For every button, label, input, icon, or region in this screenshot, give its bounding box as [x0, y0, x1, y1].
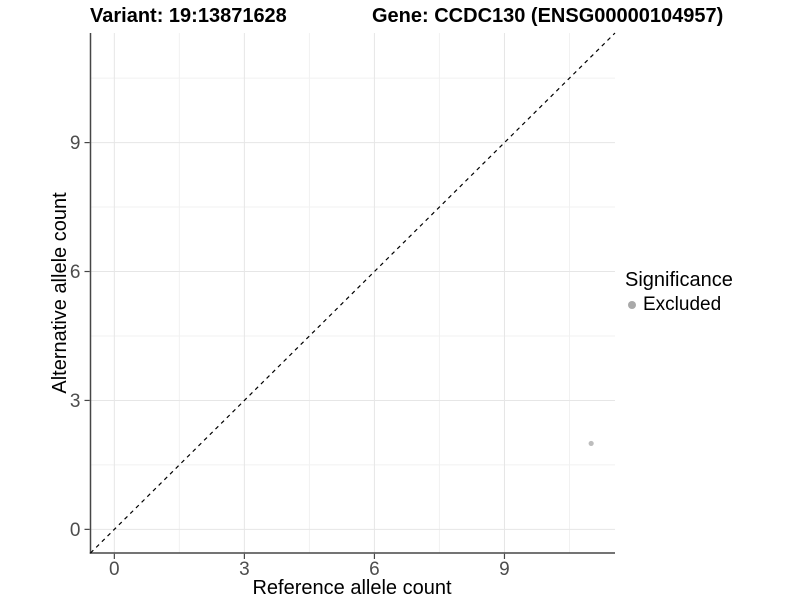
mark-layer: [90, 32, 616, 554]
excluded-point-icon: [628, 300, 636, 309]
axis-layer: [84, 33, 615, 559]
legend-item-label: Excluded: [643, 294, 722, 315]
x-tick-label: 3: [239, 559, 250, 580]
x-tick-label: 6: [369, 559, 380, 580]
x-tick-label: 0: [109, 559, 120, 580]
tick-label-layer: 0 3 6 9 0 3 6 9: [70, 133, 510, 580]
grid-layer: [90, 33, 615, 553]
x-axis-title: Reference allele count: [252, 577, 451, 599]
y-axis-title: Alternative allele count: [49, 192, 71, 394]
plot-title-gene: Gene: CCDC130 (ENSG00000104957): [372, 5, 724, 27]
identity-line: [90, 32, 616, 554]
y-tick-label: 3: [70, 391, 81, 412]
y-tick-label: 0: [70, 520, 81, 541]
y-tick-label: 9: [70, 133, 81, 154]
plot-title-variant: Variant: 19:13871628: [90, 5, 287, 27]
legend: Significance Excluded: [625, 269, 733, 315]
y-tick-label: 6: [70, 262, 81, 283]
legend-title: Significance: [625, 269, 733, 291]
data-point: [588, 440, 594, 447]
x-tick-label: 9: [499, 559, 510, 580]
legend-item-excluded: Excluded: [625, 294, 733, 315]
